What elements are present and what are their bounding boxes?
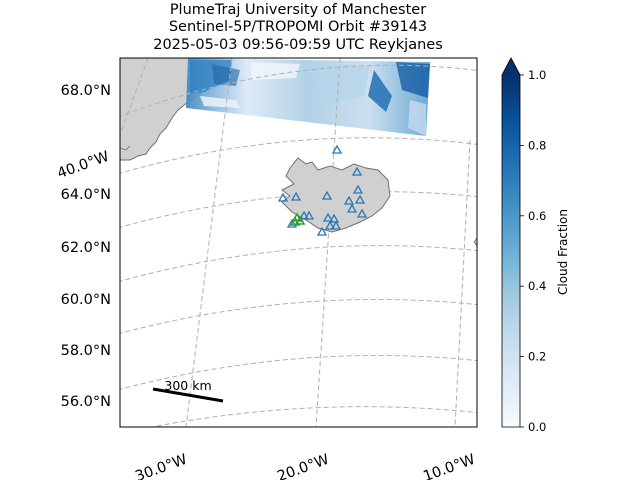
lat-label-60: 60.0°N xyxy=(61,292,111,308)
scale-bar-label: 300 km xyxy=(164,378,211,393)
lat-label-62: 62.0°N xyxy=(61,240,111,256)
lon-label-20w: 20.0°W xyxy=(275,452,331,480)
lon-label-40w: 40.0°W xyxy=(55,149,111,182)
colorbar-extend-arrow xyxy=(502,58,520,75)
map-panel: 300 km xyxy=(119,57,478,428)
colorbar-tick-label: 0.8 xyxy=(528,138,546,152)
scale-bar: 300 km xyxy=(152,378,224,403)
volcano-markers xyxy=(277,144,368,236)
title-line-3: 2025-05-03 09:56-09:59 UTC Reykjanes xyxy=(153,37,443,53)
iceland-landmass xyxy=(281,157,391,233)
colorbar-tick-label: 0.4 xyxy=(528,279,546,293)
colorbar-tick-label: 1.0 xyxy=(528,68,546,82)
colorbar-gradient xyxy=(502,75,520,427)
colorbar-ticks: 0.0 0.2 0.4 0.6 0.8 1.0 xyxy=(520,68,546,434)
lat-label-64: 64.0°N xyxy=(61,187,111,203)
lat-label-68: 68.0°N xyxy=(61,83,111,99)
colorbar-tick-label: 0.2 xyxy=(528,350,546,364)
map-frame xyxy=(119,57,478,428)
colorbar-label: Cloud Fraction xyxy=(556,209,570,295)
colorbar-tick-label: 0.0 xyxy=(528,420,546,434)
reykjanes-target-marker xyxy=(289,212,306,226)
cloud-fraction-swath xyxy=(186,58,430,136)
graticule xyxy=(120,58,477,427)
title-line-2: Sentinel-5P/TROPOMI Orbit #39143 xyxy=(169,19,427,35)
figure-title: PlumeTraj University of Manchester Senti… xyxy=(153,2,443,53)
colorbar-tick-label: 0.6 xyxy=(528,209,546,223)
lat-label-58: 58.0°N xyxy=(61,343,111,359)
lon-label-30w: 30.0°W xyxy=(133,452,189,480)
latitude-labels: 68.0°N 64.0°N 62.0°N 60.0°N 58.0°N 56.0°… xyxy=(61,83,111,410)
lat-label-56: 56.0°N xyxy=(61,394,111,410)
lon-label-10w: 10.0°W xyxy=(421,452,477,480)
title-line-1: PlumeTraj University of Manchester xyxy=(170,2,426,18)
colorbar: 0.0 0.2 0.4 0.6 0.8 1.0 Cloud Fraction xyxy=(501,57,570,434)
